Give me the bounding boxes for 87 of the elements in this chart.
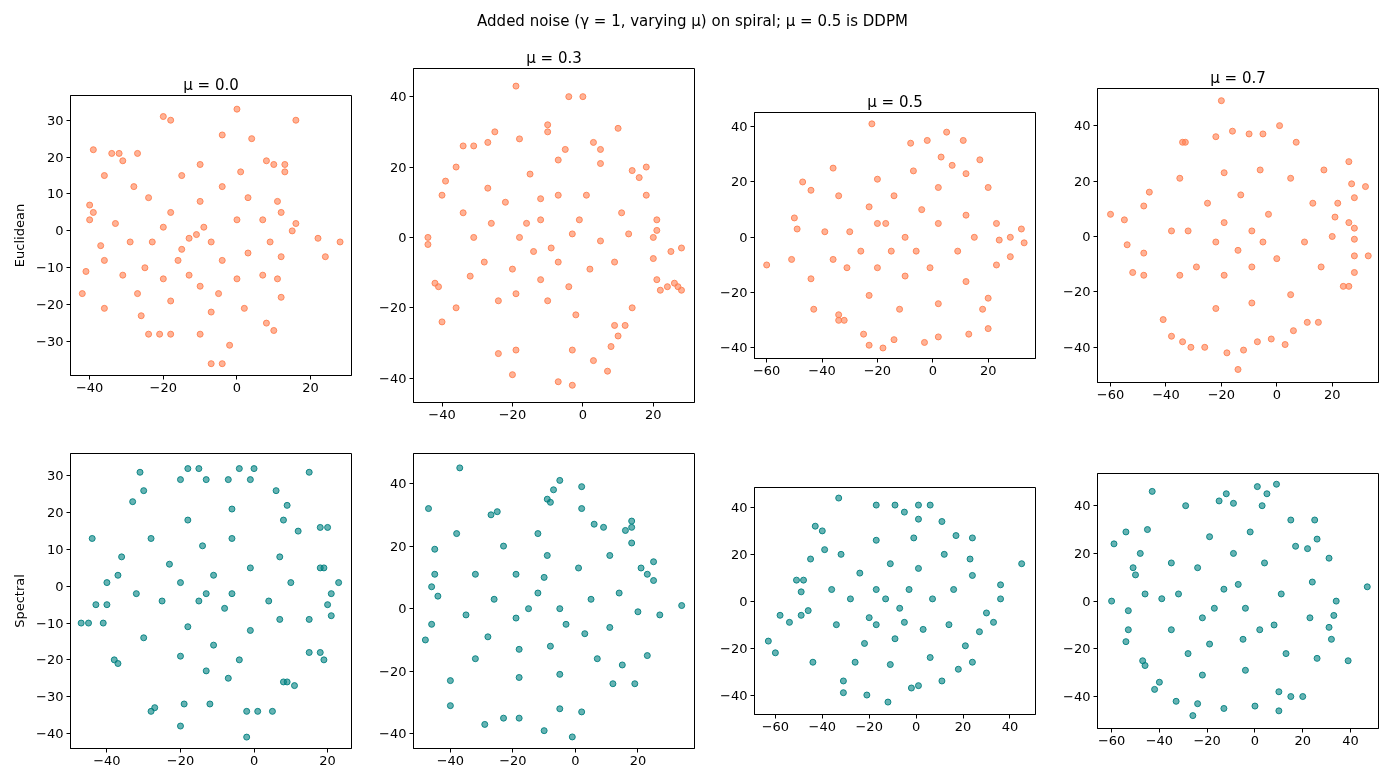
x-tick-label: −40 bbox=[93, 752, 121, 768]
x-tick-label: −60 bbox=[1096, 386, 1125, 402]
x-tick-label: −20 bbox=[166, 752, 195, 768]
x-tick-label: 20 bbox=[629, 752, 647, 768]
y-tick-label: 0 bbox=[398, 601, 407, 617]
x-tick-label: 0 bbox=[249, 752, 259, 768]
x-tick-label: −20 bbox=[855, 718, 883, 734]
y-axis-title: Spectral bbox=[12, 574, 28, 628]
y-tick-label: 20 bbox=[1073, 545, 1091, 561]
x-tick-label: −20 bbox=[1207, 386, 1236, 402]
y-tick-label: −20 bbox=[36, 297, 64, 313]
x-tick-label: 40 bbox=[1342, 732, 1359, 748]
y-tick-label: −30 bbox=[36, 689, 64, 705]
y-tick-label: 0 bbox=[739, 229, 748, 245]
x-tick-label: 20 bbox=[979, 362, 997, 378]
x-tick-label: −60 bbox=[752, 362, 781, 378]
x-tick-label: 20 bbox=[1323, 386, 1341, 402]
y-tick-label: −40 bbox=[720, 687, 748, 703]
y-tick-label: 20 bbox=[730, 546, 748, 562]
y-tick-label: −20 bbox=[36, 652, 64, 668]
y-tick-label: −20 bbox=[379, 300, 407, 316]
y-tick-label: 0 bbox=[398, 229, 407, 245]
y-tick-label: 0 bbox=[739, 593, 748, 609]
x-tick-label: −20 bbox=[863, 362, 892, 378]
x-tick-label: 0 bbox=[232, 379, 242, 395]
x-tick-label: −40 bbox=[75, 379, 104, 395]
y-tick-label: 40 bbox=[389, 476, 407, 492]
x-tick-label: 0 bbox=[1250, 732, 1260, 748]
y-tick-label: −20 bbox=[1063, 641, 1091, 657]
y-tick-label: 40 bbox=[1073, 118, 1091, 134]
y-tick-label: −20 bbox=[720, 285, 748, 301]
chart-title: μ = 0.7 bbox=[1210, 68, 1266, 87]
x-tick-label: −20 bbox=[1193, 732, 1221, 748]
y-tick-label: −20 bbox=[379, 663, 407, 679]
y-tick-label: 10 bbox=[46, 542, 64, 557]
chart-title: μ = 0.0 bbox=[183, 75, 239, 94]
x-tick-label: 20 bbox=[954, 718, 972, 734]
y-tick-label: −40 bbox=[720, 340, 748, 356]
y-tick-label: 20 bbox=[1073, 173, 1091, 189]
x-tick-label: 0 bbox=[1272, 386, 1281, 402]
x-tick-label: 0 bbox=[578, 406, 588, 422]
x-tick-label: −40 bbox=[808, 362, 836, 378]
y-tick-label: 20 bbox=[730, 174, 748, 190]
y-tick-label: 10 bbox=[46, 186, 64, 202]
x-tick-label: −40 bbox=[1152, 386, 1180, 402]
y-axis-title: Euclidean bbox=[12, 203, 28, 268]
x-tick-label: 20 bbox=[645, 406, 662, 422]
x-tick-label: −40 bbox=[436, 752, 465, 768]
x-tick-label: 0 bbox=[911, 718, 921, 734]
y-tick-label: 0 bbox=[55, 223, 64, 239]
y-tick-label: 40 bbox=[730, 119, 748, 135]
text: Added noise (γ = 1, varying μ) on spiral; μ = 0.5 is DDPM bbox=[477, 11, 908, 30]
x-tick-label: −20 bbox=[149, 379, 178, 395]
x-tick-label: 20 bbox=[302, 379, 319, 395]
y-tick-label: 30 bbox=[46, 112, 64, 128]
y-tick-label: −40 bbox=[1063, 339, 1091, 355]
y-tick-label: 30 bbox=[46, 468, 64, 484]
x-tick-label: −20 bbox=[499, 752, 527, 768]
x-tick-label: 40 bbox=[1001, 718, 1019, 734]
x-tick-label: −40 bbox=[808, 718, 837, 734]
y-tick-label: 0 bbox=[55, 578, 64, 594]
y-tick-label: −30 bbox=[36, 334, 64, 350]
x-tick-label: 20 bbox=[319, 752, 336, 768]
x-tick-label: −20 bbox=[498, 406, 527, 422]
y-tick-label: −10 bbox=[36, 615, 64, 631]
x-tick-label: −60 bbox=[761, 718, 790, 734]
y-tick-label: −20 bbox=[1063, 284, 1091, 300]
x-tick-label: −40 bbox=[1145, 732, 1174, 748]
y-tick-label: 20 bbox=[46, 505, 64, 521]
y-tick-label: 20 bbox=[46, 149, 64, 165]
x-tick-label: 20 bbox=[1294, 732, 1312, 748]
chart-title: μ = 0.5 bbox=[867, 92, 923, 111]
y-tick-label: 20 bbox=[389, 159, 407, 175]
x-tick-label: −40 bbox=[428, 406, 456, 422]
x-tick-label: 0 bbox=[571, 752, 580, 768]
x-tick-label: 0 bbox=[928, 362, 937, 378]
y-tick-label: 40 bbox=[1073, 498, 1091, 514]
y-tick-label: 0 bbox=[1082, 228, 1091, 244]
y-tick-label: 40 bbox=[730, 499, 748, 515]
y-tick-label: −20 bbox=[720, 640, 748, 656]
x-tick-label: −60 bbox=[1097, 732, 1126, 748]
y-tick-label: 0 bbox=[1082, 593, 1091, 609]
y-tick-label: 40 bbox=[389, 89, 407, 105]
y-tick-label: −10 bbox=[36, 260, 64, 276]
y-tick-label: 20 bbox=[389, 538, 407, 554]
chart-title: μ = 0.3 bbox=[526, 48, 582, 67]
y-tick-label: −40 bbox=[1063, 689, 1091, 705]
